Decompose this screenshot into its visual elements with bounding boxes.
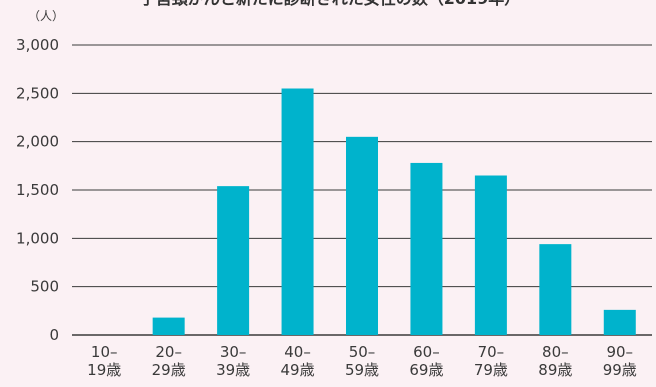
bar-2029 [152, 317, 185, 335]
bar-6069 [410, 162, 443, 335]
y-tick-label-1000: 1,000 [16, 229, 59, 247]
x-tick-label: 80– 89歳 [538, 343, 572, 379]
bar-5059 [346, 136, 378, 335]
y-axis-unit-label: （人） [28, 9, 64, 23]
x-axis-ticks: 10– 19歳 20– 29歳 30– 39歳 40– 49歳 50– 59歳 60– 69歳 70– 7… [87, 343, 637, 379]
y-tick-label-500: 500 [30, 278, 59, 296]
chart-title: 子宮頸がんと新たに診断された女性の数（2019年） [140, 0, 521, 8]
y-axis-ticks: 0 500 1,000 1,500 2,000 2,500 3,000 [16, 36, 59, 344]
y-tick-label-3000: 3,000 [16, 36, 59, 54]
bar-7079 [474, 175, 507, 335]
x-tick-label: 90– 99歳 [603, 343, 637, 379]
bar-3039 [217, 186, 250, 335]
x-tick-label: 20– 29歳 [152, 343, 186, 379]
x-tick-label: 30– 39歳 [216, 343, 250, 379]
y-tick-label-2500: 2,500 [16, 84, 59, 102]
y-tick-label-2000: 2,000 [16, 133, 59, 151]
x-tick-label: 40– 49歳 [281, 343, 315, 379]
bar-4049 [281, 88, 314, 335]
x-tick-label: 60– 69歳 [409, 343, 443, 379]
x-tick-label: 70– 79歳 [474, 343, 508, 379]
y-tick-label-1500: 1,500 [16, 181, 59, 199]
bar-9099 [603, 309, 636, 335]
x-tick-label: 50– 59歳 [345, 343, 379, 379]
y-tick-label-0: 0 [49, 326, 59, 344]
x-tick-label: 10– 19歳 [87, 343, 121, 379]
bar-8089 [539, 244, 572, 335]
bars [152, 88, 636, 335]
